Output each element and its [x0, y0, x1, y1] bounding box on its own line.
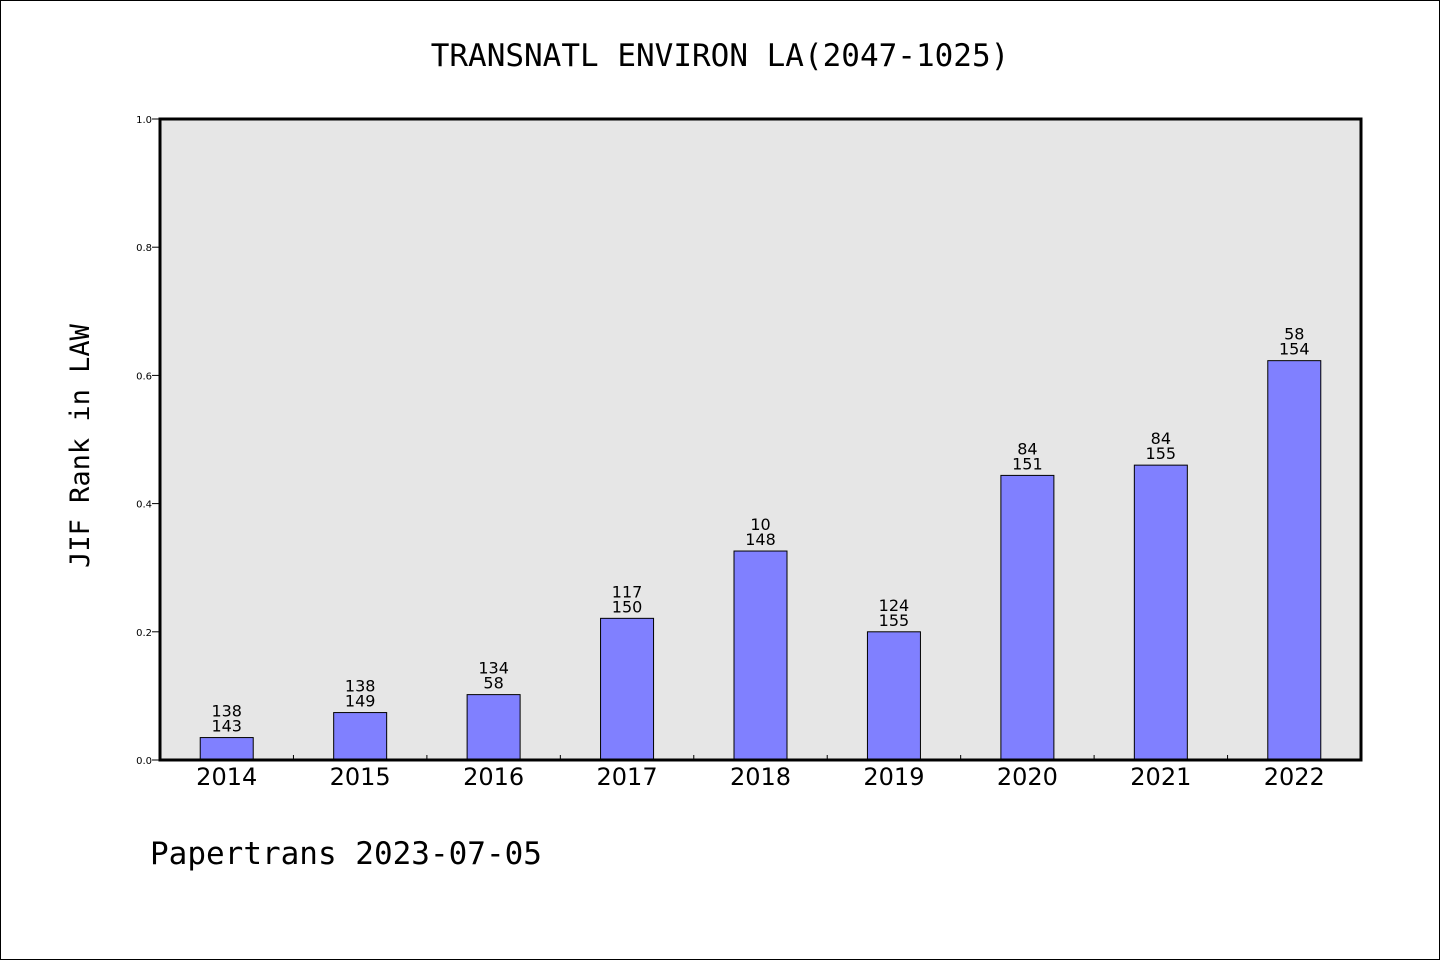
data-labels-group: 2014138143201513814920161345820171171502…: [196, 325, 1325, 791]
data-label-bottom: 155: [1146, 444, 1177, 463]
footer-text: Papertrans 2023-07-05: [150, 836, 542, 872]
x-tick-label: 2021: [1130, 763, 1191, 791]
x-tick-label: 2022: [1264, 763, 1325, 791]
bar-2020: [1000, 474, 1055, 761]
data-label-bottom: 149: [345, 692, 376, 711]
y-axis-label: JIF Rank in LAW: [65, 323, 96, 568]
data-label-bottom: 150: [612, 597, 643, 616]
data-label-bottom: 148: [745, 530, 776, 549]
data-label-bottom: 154: [1279, 340, 1310, 359]
bar-2018: [733, 550, 788, 761]
chart-title: TRANSNATL ENVIRON LA(2047-1025): [431, 38, 1010, 74]
bar-2022: [1267, 360, 1322, 761]
x-tick-label: 2017: [597, 763, 658, 791]
data-label-top: 138: [345, 677, 376, 696]
bar-2017: [600, 617, 655, 761]
bar-2014: [199, 737, 254, 761]
data-label-top: 84: [1017, 439, 1037, 458]
data-label-top: 134: [478, 659, 509, 678]
data-label-bottom: 143: [211, 717, 242, 736]
plot-border: [158, 117, 1363, 762]
data-label-bottom: 151: [1012, 454, 1043, 473]
data-label-top: 58: [1284, 325, 1304, 344]
x-tick-label: 2019: [863, 763, 924, 791]
x-tick-label: 2016: [463, 763, 524, 791]
bar-2016: [466, 694, 521, 761]
y-tick-label: 0.4: [136, 500, 152, 511]
x-tick-label: 2014: [196, 763, 257, 791]
bars-group: [199, 360, 1322, 761]
data-label-bottom: 58: [483, 674, 503, 693]
x-tick-label: 2018: [730, 763, 791, 791]
data-label-top: 10: [750, 515, 770, 534]
y-tick-label: 0.6: [136, 371, 152, 382]
bar-2021: [1133, 464, 1188, 761]
data-label-top: 117: [612, 582, 643, 601]
bar-2015: [333, 712, 388, 761]
bar-2019: [866, 631, 921, 761]
data-label-top: 84: [1151, 429, 1171, 448]
data-label-top: 138: [211, 702, 242, 721]
y-tick-label: 1.0: [136, 115, 152, 126]
y-tick-label: 0.8: [136, 243, 152, 254]
x-tick-label: 2015: [330, 763, 391, 791]
data-label-top: 124: [879, 596, 910, 615]
data-label-bottom: 155: [879, 611, 910, 630]
y-tick-label: 0.0: [136, 756, 152, 767]
x-tick-label: 2020: [997, 763, 1058, 791]
y-tick-label: 0.2: [136, 628, 152, 639]
